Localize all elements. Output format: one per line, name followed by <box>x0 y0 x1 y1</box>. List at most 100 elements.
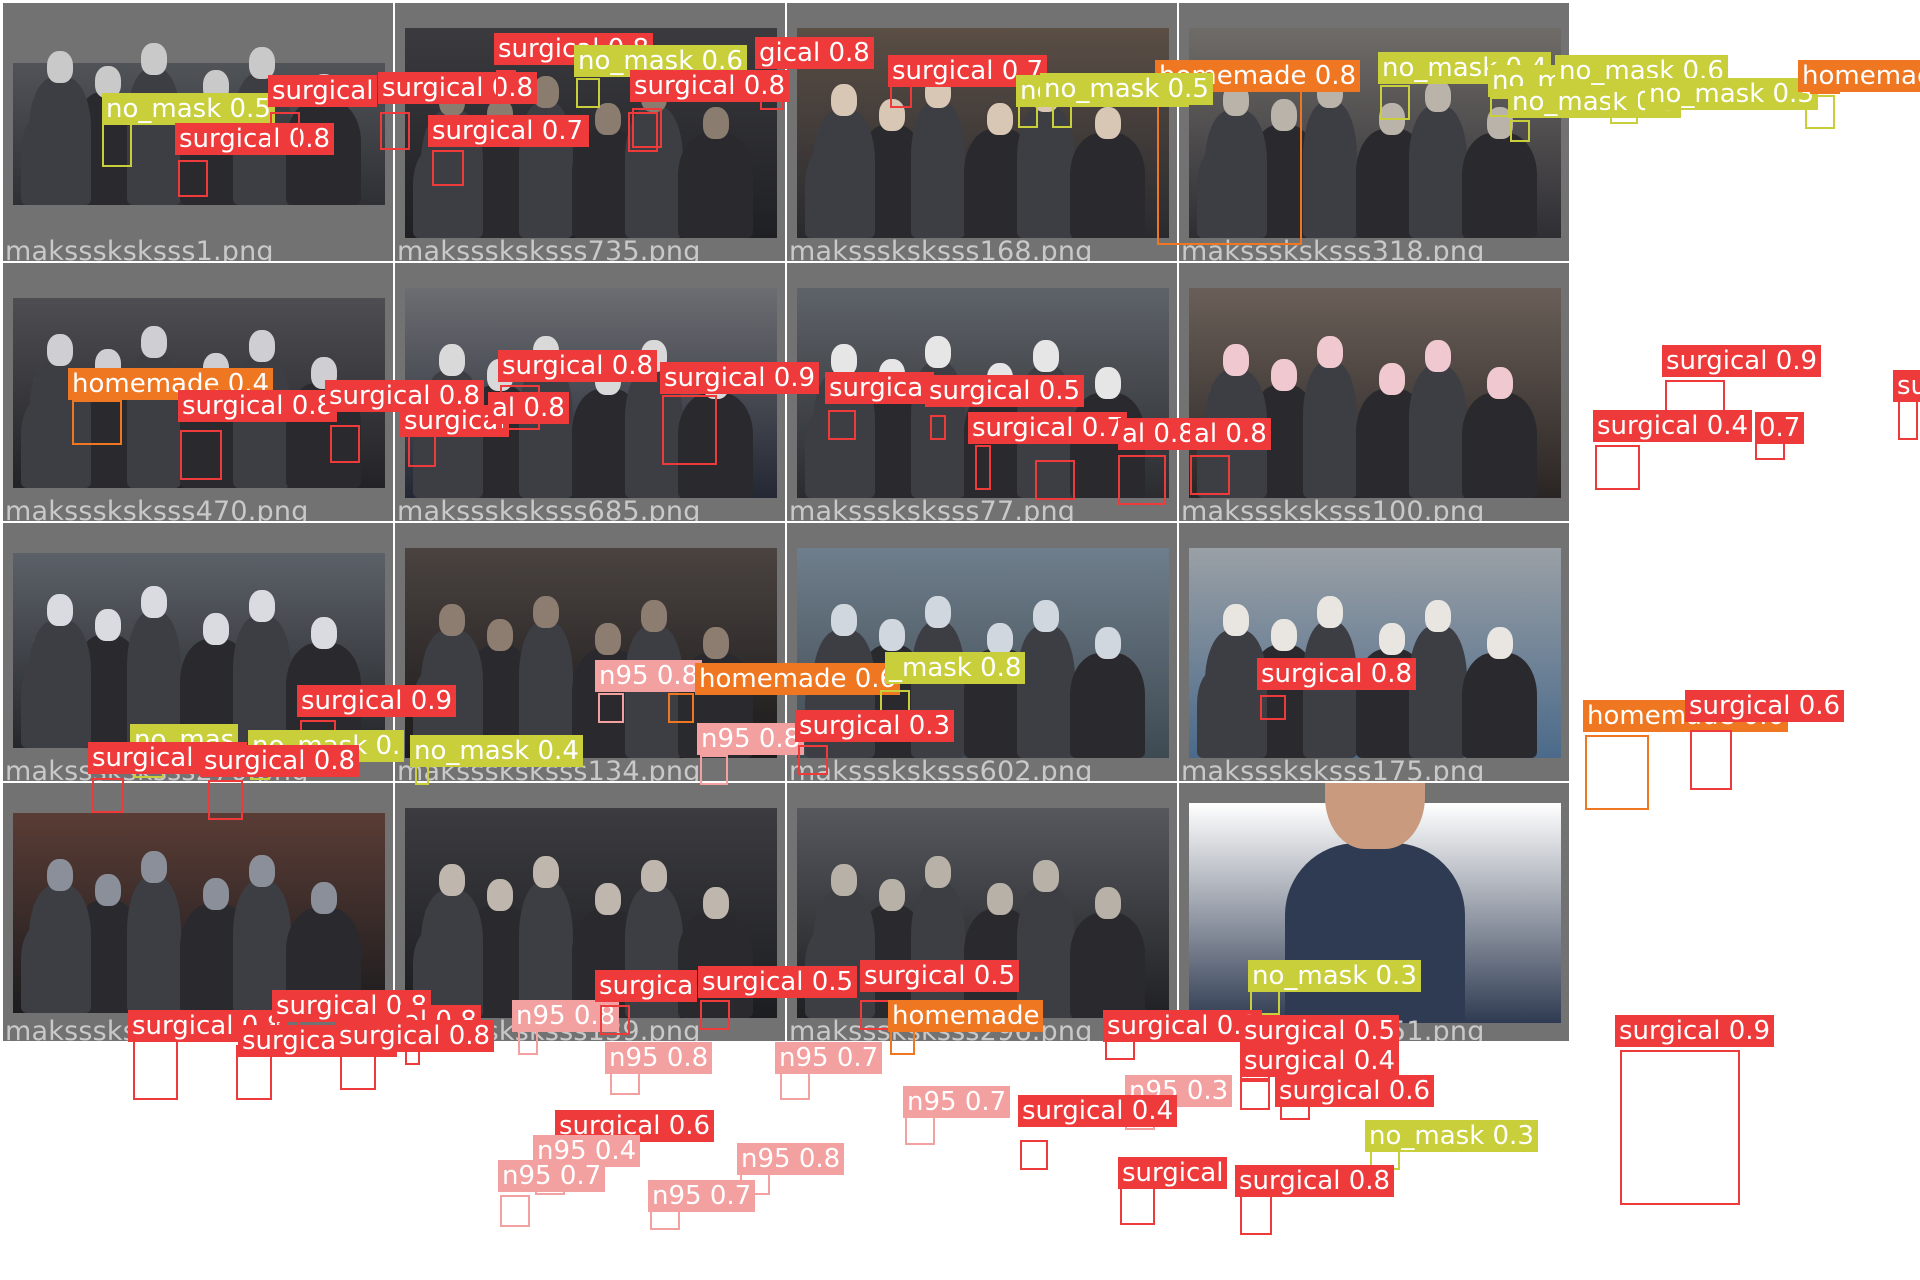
detection-label: gical 0.8 <box>755 37 874 69</box>
photo <box>13 553 385 748</box>
detection-label: surgical 0.8 <box>175 123 335 155</box>
filename-label: maksssksksss735.png <box>397 236 701 261</box>
filename-label: maksssksksss1.png <box>5 236 274 261</box>
person-silhouette <box>1017 106 1075 238</box>
face <box>310 882 337 914</box>
person-silhouette <box>1462 393 1537 498</box>
face <box>594 623 621 655</box>
face <box>47 859 73 891</box>
face <box>202 878 229 910</box>
person-silhouette <box>625 106 683 238</box>
face <box>1094 887 1121 919</box>
detection-box <box>92 778 124 813</box>
detection-label: no_mask 0.5 <box>1040 73 1213 105</box>
detection-box <box>1805 95 1835 129</box>
face <box>1270 619 1297 651</box>
face <box>1033 860 1059 892</box>
photo <box>13 813 385 1013</box>
face <box>1378 363 1405 395</box>
face <box>831 604 857 636</box>
face <box>141 586 167 618</box>
face <box>1486 367 1513 399</box>
face <box>594 883 621 915</box>
image-tile[interactable]: maksssksksss139.png <box>395 783 785 1041</box>
person-silhouette <box>421 890 483 1018</box>
face <box>1486 627 1513 659</box>
person-silhouette <box>678 133 753 238</box>
detection-label: al 0.8 <box>1118 418 1199 450</box>
face <box>439 344 465 376</box>
face <box>925 856 951 888</box>
face <box>831 84 857 116</box>
person-silhouette <box>1017 886 1075 1018</box>
detection-label: surgical 0.5 <box>698 966 858 998</box>
detection-box <box>72 400 122 445</box>
face <box>702 107 729 139</box>
face <box>1425 340 1451 372</box>
person-silhouette <box>1303 102 1357 238</box>
detection-label: 0.7 <box>1755 412 1805 444</box>
face <box>925 336 951 368</box>
detection-box <box>600 1005 630 1035</box>
detection-label: surgical 0.7 <box>428 115 588 147</box>
face <box>47 51 73 83</box>
face <box>249 590 275 622</box>
face <box>47 594 73 626</box>
detection-label: surgical 0.8 <box>178 390 338 422</box>
detection-box <box>1020 1140 1048 1170</box>
image-tile[interactable]: maksssksksss100.png <box>1179 263 1569 521</box>
detection-box <box>1610 90 1638 124</box>
detection-box <box>408 432 436 467</box>
detection-box <box>1595 445 1640 490</box>
detection-box <box>1510 120 1530 142</box>
image-tile[interactable]: maksssksksss175.png <box>1179 523 1569 781</box>
detection-label: al 0.8 <box>1190 418 1271 450</box>
face <box>94 609 121 641</box>
face <box>1094 107 1121 139</box>
face <box>141 851 167 883</box>
photo <box>1189 548 1561 758</box>
person-silhouette <box>29 77 91 205</box>
person-silhouette <box>1070 913 1145 1018</box>
person-silhouette <box>29 620 91 748</box>
detection-box <box>1035 460 1075 500</box>
face <box>702 627 729 659</box>
face <box>1033 340 1059 372</box>
face <box>1425 600 1451 632</box>
person-silhouette <box>1409 106 1467 238</box>
face <box>986 103 1013 135</box>
face <box>141 326 167 358</box>
face <box>1094 367 1121 399</box>
detection-label: surgical 0.9 <box>1615 1015 1775 1047</box>
face <box>925 596 951 628</box>
person-silhouette <box>911 882 965 1018</box>
face <box>1270 359 1297 391</box>
detection-label: surgical 0.4 <box>1240 1045 1400 1077</box>
detection-box <box>628 112 658 152</box>
detection-box <box>930 415 946 440</box>
filename-label: maksssksksss168.png <box>789 236 1093 261</box>
face <box>831 864 857 896</box>
person-silhouette <box>1462 133 1537 238</box>
detection-label: homemade <box>888 1000 1044 1032</box>
image-tile[interactable]: maksssksksss351.png <box>1179 783 1569 1041</box>
face <box>249 330 275 362</box>
filename-label: maksssksksss175.png <box>1181 756 1485 781</box>
face <box>202 613 229 645</box>
detection-label: surgical 0.5 <box>860 960 1020 992</box>
detection-box <box>668 693 694 723</box>
detection-label: surgical <box>1118 1157 1228 1189</box>
detection-box <box>330 425 360 463</box>
person-silhouette <box>813 110 875 238</box>
face <box>702 887 729 919</box>
detection-label: surgical 0.8 <box>200 745 360 777</box>
detection-box <box>700 1000 730 1030</box>
face <box>94 874 121 906</box>
person-silhouette <box>625 626 683 758</box>
person-silhouette <box>1017 626 1075 758</box>
photo <box>1189 288 1561 498</box>
detection-box <box>700 755 728 785</box>
person-silhouette <box>1070 653 1145 758</box>
detection-box <box>180 430 222 480</box>
face <box>1317 596 1343 628</box>
